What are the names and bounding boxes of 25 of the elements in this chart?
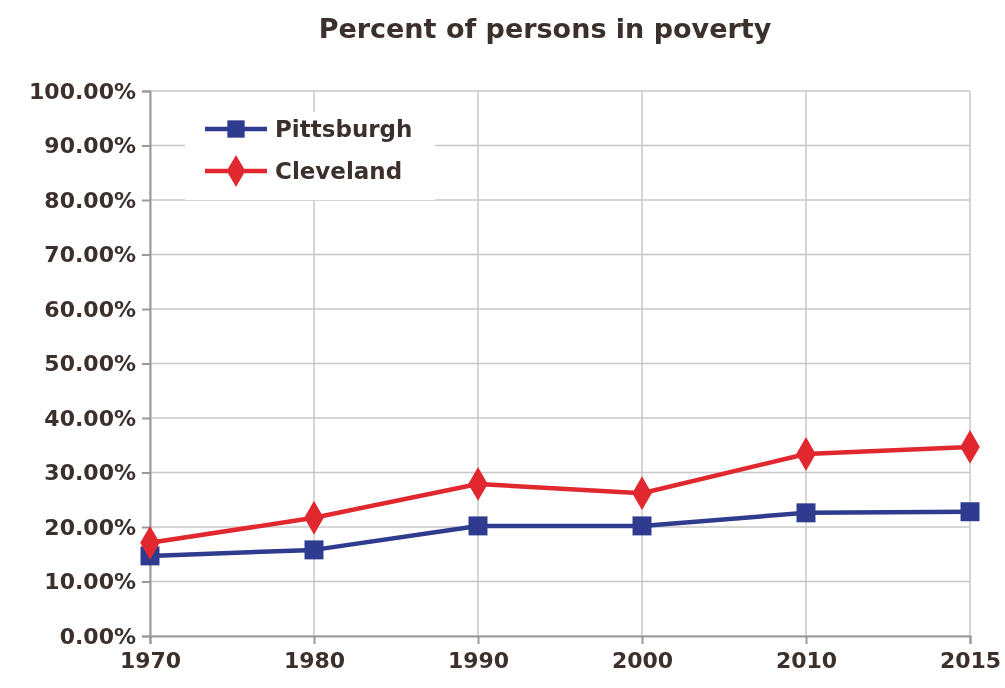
point — [304, 540, 324, 560]
y-tick-label: 0.00% — [59, 623, 136, 649]
x-tick-label: 2010 — [775, 647, 838, 673]
y-tick-label: 70.00% — [44, 242, 136, 268]
y-tick-label: 60.00% — [44, 296, 136, 322]
y-tick-label: 10.00% — [44, 569, 136, 595]
point — [796, 503, 816, 523]
point — [632, 516, 652, 536]
point — [468, 516, 488, 536]
y-tick-label: 80.00% — [44, 187, 136, 213]
point — [960, 502, 980, 522]
x-tick-label: 1980 — [283, 647, 346, 673]
x-tick-label: 1970 — [119, 647, 182, 673]
legend-label: Cleveland — [275, 158, 403, 184]
x-tick-label: 1990 — [447, 647, 510, 673]
y-tick-label: 100.00% — [29, 78, 136, 104]
chart-title: Percent of persons in poverty — [318, 13, 772, 44]
y-tick-label: 50.00% — [44, 351, 136, 377]
y-tick-label: 40.00% — [44, 405, 136, 431]
y-tick-label: 30.00% — [44, 460, 136, 486]
legend-label: Pittsburgh — [275, 116, 413, 142]
x-tick-label: 2000 — [611, 647, 674, 673]
y-tick-label: 90.00% — [44, 133, 136, 159]
x-tick-label: 2015 — [939, 647, 1002, 673]
y-tick-label: 20.00% — [44, 514, 136, 540]
